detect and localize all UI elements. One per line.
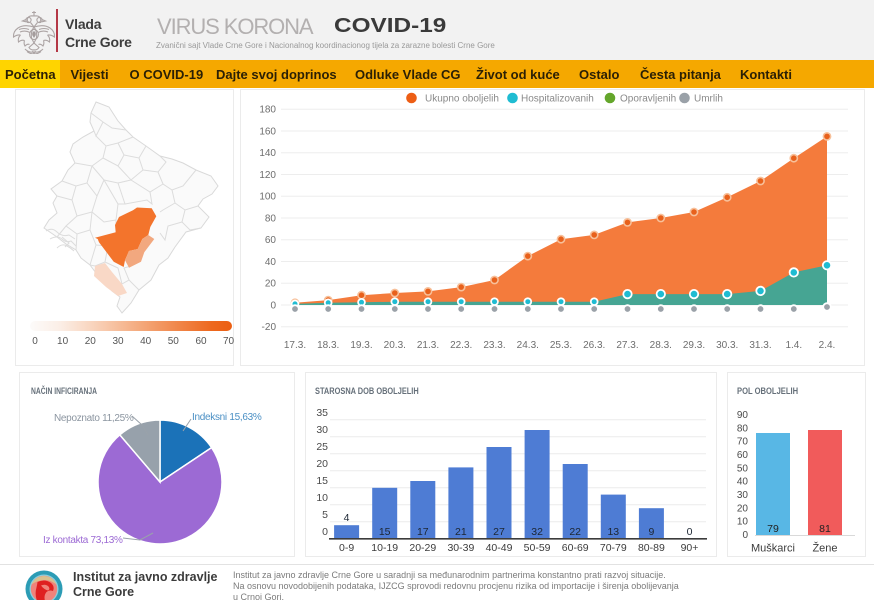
svg-text:Umrlih: Umrlih [694,94,723,105]
svg-text:100: 100 [259,192,276,203]
svg-text:18.3.: 18.3. [317,340,339,351]
svg-text:26.3.: 26.3. [583,340,605,351]
svg-text:31.3.: 31.3. [749,340,771,351]
svg-text:2.4.: 2.4. [819,340,836,351]
svg-text:80: 80 [737,423,749,434]
svg-text:Nepoznato 11,25%: Nepoznato 11,25% [54,413,134,424]
svg-text:40-49: 40-49 [486,542,513,554]
svg-text:20-29: 20-29 [409,542,436,554]
svg-text:15: 15 [379,526,391,538]
svg-text:20: 20 [316,458,328,470]
svg-text:21: 21 [455,526,467,538]
svg-text:Žene: Žene [812,542,837,555]
svg-text:60: 60 [195,336,207,347]
svg-text:70: 70 [223,336,234,347]
svg-text:25: 25 [316,441,328,453]
svg-text:35: 35 [316,407,328,419]
svg-text:10: 10 [737,517,749,528]
svg-text:90+: 90+ [681,542,699,554]
svg-text:17: 17 [417,526,429,538]
svg-text:0-9: 0-9 [339,542,354,554]
svg-text:120: 120 [259,170,276,181]
svg-text:40: 40 [140,336,152,347]
svg-text:140: 140 [259,148,276,159]
svg-text:10: 10 [57,336,69,347]
svg-text:27: 27 [493,526,505,538]
svg-text:13: 13 [607,526,619,538]
svg-text:29.3.: 29.3. [683,340,705,351]
svg-text:22: 22 [569,526,581,538]
svg-text:5: 5 [322,509,328,521]
svg-text:0: 0 [742,530,748,541]
svg-text:60-69: 60-69 [562,542,589,554]
svg-text:23.3.: 23.3. [483,340,505,351]
svg-text:30: 30 [737,490,749,501]
svg-text:24.3.: 24.3. [517,340,539,351]
svg-text:40: 40 [737,477,749,488]
svg-text:Hospitalizovanih: Hospitalizovanih [521,94,594,105]
svg-text:22.3.: 22.3. [450,340,472,351]
svg-text:30.3.: 30.3. [716,340,738,351]
svg-text:60: 60 [737,450,749,461]
svg-text:Oporavljenih: Oporavljenih [620,94,676,105]
svg-text:9: 9 [648,526,654,538]
svg-text:Iz kontakta 73,13%: Iz kontakta 73,13% [43,535,123,546]
svg-text:40: 40 [265,257,277,268]
svg-text:60: 60 [265,235,277,246]
svg-text:80-89: 80-89 [638,542,665,554]
svg-text:79: 79 [767,523,779,535]
svg-text:28.3.: 28.3. [650,340,672,351]
svg-text:50: 50 [737,463,749,474]
svg-text:25.3.: 25.3. [550,340,572,351]
svg-text:Muškarci: Muškarci [751,543,795,555]
svg-text:10: 10 [316,492,328,504]
svg-text:20: 20 [737,503,749,514]
svg-text:0: 0 [687,526,693,538]
svg-text:160: 160 [259,127,276,138]
svg-text:4: 4 [344,512,350,524]
svg-text:20: 20 [265,279,277,290]
svg-text:0: 0 [322,526,328,538]
svg-text:20.3.: 20.3. [384,340,406,351]
svg-text:90: 90 [737,410,749,421]
svg-text:32: 32 [531,526,543,538]
svg-text:1.4.: 1.4. [785,340,802,351]
svg-text:70-79: 70-79 [600,542,627,554]
svg-text:10-19: 10-19 [371,542,398,554]
svg-text:80: 80 [265,214,277,225]
svg-text:30-39: 30-39 [447,542,474,554]
svg-text:Indeksni 15,63%: Indeksni 15,63% [192,412,262,423]
svg-text:30: 30 [112,336,124,347]
svg-text:30: 30 [316,424,328,436]
svg-text:70: 70 [737,437,749,448]
svg-text:Ukupno oboljelih: Ukupno oboljelih [425,94,499,105]
svg-text:180: 180 [259,105,276,116]
svg-text:19.3.: 19.3. [350,340,372,351]
svg-text:50: 50 [168,336,180,347]
svg-text:17.3.: 17.3. [284,340,306,351]
svg-text:0: 0 [32,336,38,347]
svg-text:0: 0 [270,301,276,312]
svg-text:50-59: 50-59 [524,542,551,554]
svg-text:15: 15 [316,475,328,487]
svg-text:21.3.: 21.3. [417,340,439,351]
svg-text:27.3.: 27.3. [616,340,638,351]
svg-text:20: 20 [85,336,97,347]
svg-text:81: 81 [819,523,831,535]
svg-text:-20: -20 [262,322,277,333]
